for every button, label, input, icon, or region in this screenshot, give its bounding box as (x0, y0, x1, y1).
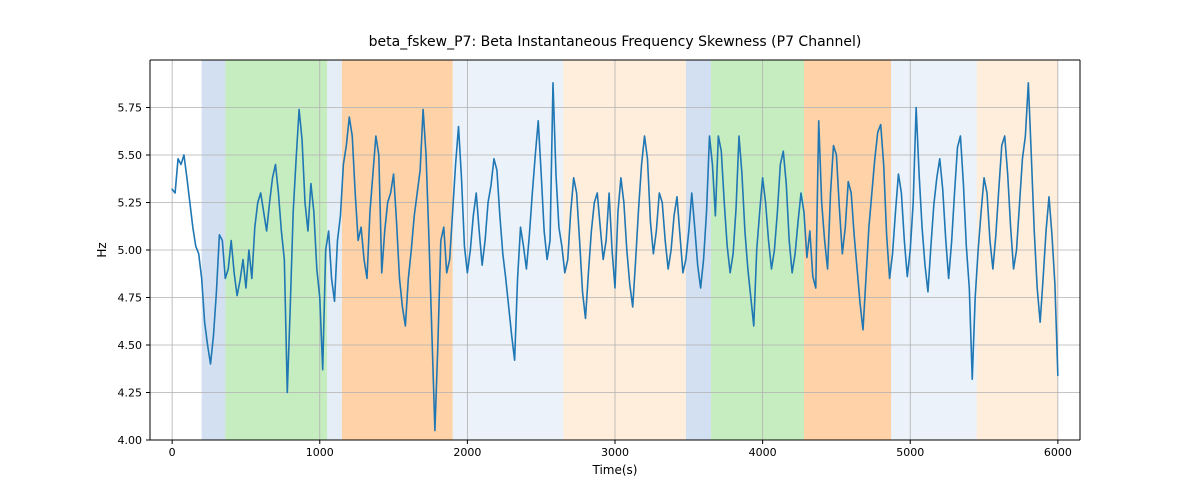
x-tick-label: 1000 (306, 446, 334, 459)
y-tick-label: 4.50 (118, 339, 143, 352)
x-ticks: 0 1000 2000 3000 4000 5000 6000 (169, 440, 1072, 459)
x-tick-label: 6000 (1044, 446, 1072, 459)
y-tick-label: 5.75 (118, 102, 143, 115)
x-tick-label: 0 (169, 446, 176, 459)
y-tick-label: 4.25 (118, 387, 143, 400)
y-tick-label: 4.00 (118, 434, 143, 447)
y-tick-label: 5.50 (118, 149, 143, 162)
x-axis-label: Time(s) (592, 463, 638, 477)
y-tick-label: 5.00 (118, 244, 143, 257)
y-tick-label: 4.75 (118, 292, 143, 305)
chart-title: beta_fskew_P7: Beta Instantaneous Freque… (369, 34, 862, 50)
y-axis-label: Hz (95, 242, 109, 257)
x-tick-label: 3000 (601, 446, 629, 459)
y-ticks: 4.00 4.25 4.50 4.75 5.00 5.25 5.50 5.75 (118, 102, 151, 448)
x-tick-label: 4000 (749, 446, 777, 459)
x-tick-label: 2000 (453, 446, 481, 459)
y-tick-label: 5.25 (118, 197, 143, 210)
chart-svg: 0100020003000400050006000 4.004.254.504.… (0, 0, 1200, 500)
chart-container: 0100020003000400050006000 4.004.254.504.… (0, 0, 1200, 500)
x-tick-label: 5000 (896, 446, 924, 459)
